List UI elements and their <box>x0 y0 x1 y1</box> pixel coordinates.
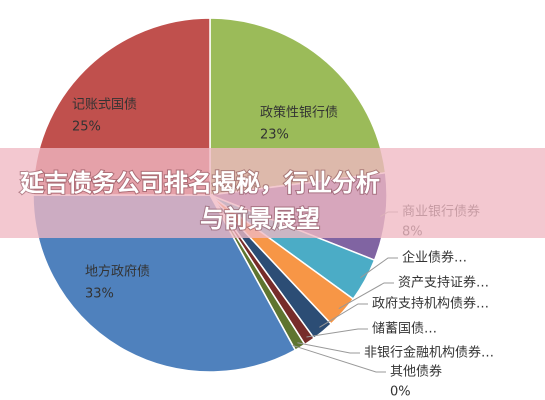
slice-label: 记账式国债 <box>72 98 137 113</box>
overlay-line: 延吉债务公司排名揭秘，行业分析 <box>19 169 380 197</box>
leader-line <box>306 328 368 338</box>
leader-line <box>360 257 398 279</box>
value-label: 0% <box>390 385 411 400</box>
value-label: 33% <box>85 287 114 302</box>
leader-line <box>292 344 386 373</box>
slice-label: 政策性银行债 <box>260 105 338 121</box>
slice-label: 其他债券 <box>390 364 442 380</box>
leader-line <box>338 282 394 309</box>
slice-label: 非银行金融机构债券… <box>364 345 494 361</box>
slice-label: 资产支持证券… <box>398 275 489 291</box>
leader-line <box>297 342 360 354</box>
leader-line <box>319 303 368 328</box>
slice-label: 政府支持机构债券… <box>372 296 489 312</box>
slice-label: 储蓄国债… <box>372 322 437 337</box>
banner <box>0 148 545 238</box>
value-label: 25% <box>72 120 101 135</box>
slice-label: 企业债券… <box>402 250 467 266</box>
overlay-line: 与前景展望 <box>200 205 320 233</box>
slice <box>32 194 297 373</box>
value-label: 23% <box>260 128 289 143</box>
slice-label: 地方政府债 <box>85 264 150 280</box>
